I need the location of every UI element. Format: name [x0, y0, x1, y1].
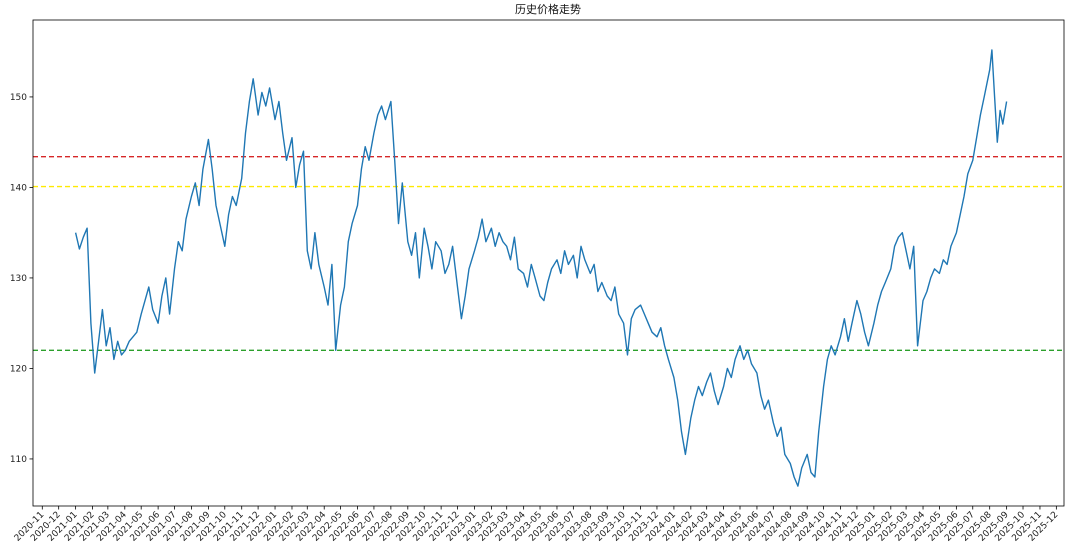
y-tick-label: 150 [10, 93, 27, 103]
y-axis: 110 120 130 140 150 [10, 93, 33, 465]
y-tick-label: 110 [10, 455, 27, 465]
series-lines [74, 49, 1008, 487]
plot-area-frame [32, 19, 1065, 507]
chart-title: 历史价格走势 [515, 2, 581, 16]
y-tick-label: 140 [10, 183, 27, 193]
y-tick-label: 120 [10, 364, 27, 374]
series-line-0 [74, 49, 1008, 487]
y-tick-label: 130 [10, 274, 27, 284]
